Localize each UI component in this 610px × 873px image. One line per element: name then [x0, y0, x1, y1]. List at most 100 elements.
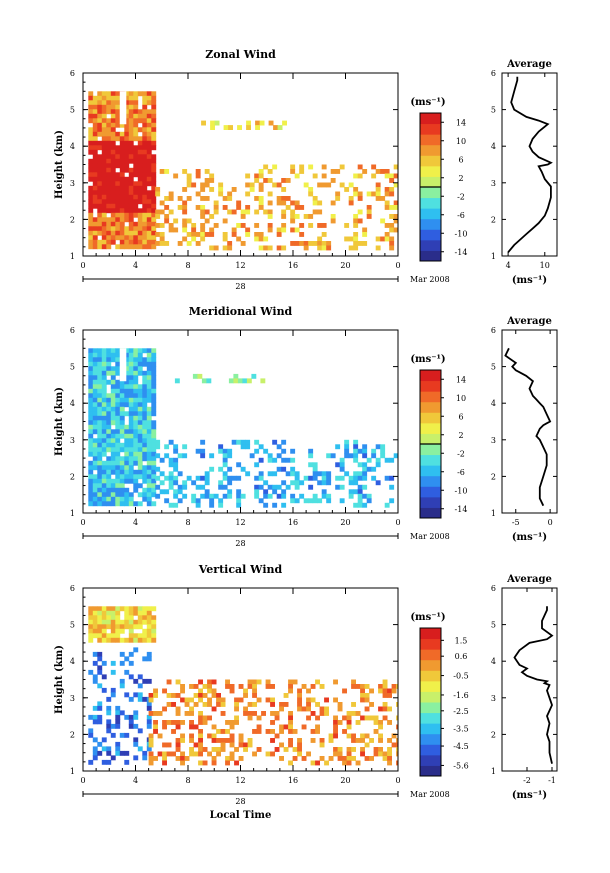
heatmap-cell [101, 460, 107, 466]
heatmap-cell [124, 474, 130, 480]
heatmap-cell [229, 688, 235, 694]
heatmap-cell [101, 615, 107, 621]
heatmap-cell [133, 226, 139, 232]
heatmap-cell [375, 444, 381, 450]
heatmap-cells [88, 606, 398, 766]
heatmap-cell [177, 484, 183, 490]
heatmap-cell [222, 475, 228, 481]
heatmap-cell [371, 475, 377, 481]
heatmap-cell [240, 214, 246, 219]
heatmap-cell [119, 424, 125, 430]
heatmap-cell [288, 724, 293, 730]
heatmap-cell [92, 370, 98, 376]
heatmap-cell [115, 113, 121, 119]
heatmap-cell [133, 714, 139, 720]
heatmap-cell [159, 232, 165, 237]
heatmap-cell [168, 223, 174, 228]
heatmap-cell [276, 245, 282, 251]
heatmap-cell [218, 444, 224, 450]
heatmap-cell [294, 480, 300, 486]
heatmap-cell [151, 348, 157, 354]
heatmap-cell [101, 185, 107, 191]
heatmap-cell [200, 453, 206, 459]
heatmap-cell [151, 478, 157, 484]
heatmap-cell [375, 480, 381, 486]
heatmap-cell [128, 674, 134, 680]
heatmap-cell [92, 451, 98, 457]
heatmap-cell [88, 221, 94, 227]
heatmap-cell [128, 167, 134, 173]
y-tick-label: 4 [70, 142, 75, 151]
heatmap-cell [92, 95, 98, 101]
heatmap-cell [101, 487, 107, 493]
heatmap-cell [267, 191, 273, 197]
heatmap-cell [115, 109, 121, 115]
heatmap-cell [88, 208, 94, 214]
heatmap-cell [353, 471, 359, 477]
heatmap-cell [97, 217, 103, 223]
heatmap-cell [245, 444, 251, 450]
heatmap-cell [110, 131, 116, 137]
heatmap-cell [110, 140, 116, 146]
heatmap-cell [281, 466, 287, 472]
heatmap-cell [258, 187, 264, 192]
heatmap-cell [137, 361, 143, 367]
heatmap-cell [225, 729, 230, 734]
heatmap-cell [115, 465, 121, 471]
heatmap-cell [106, 429, 112, 435]
heatmap-cell [101, 393, 107, 399]
heatmap-cell [173, 489, 179, 495]
heatmap-cell [115, 158, 121, 164]
colorbar-swatch [420, 155, 441, 167]
heatmap-cell [128, 451, 134, 457]
heatmap-cell [124, 451, 130, 457]
heatmap-cell [151, 221, 157, 227]
heatmap-cell [146, 442, 152, 448]
heatmap-cell [124, 424, 130, 430]
heatmap-cell [119, 628, 125, 634]
heatmap-cell [182, 209, 188, 215]
heatmap-cell [200, 475, 206, 481]
heatmap-cell [146, 606, 152, 612]
heatmap-cell [171, 720, 176, 725]
heatmap-cell [231, 475, 237, 481]
heatmap-cell [124, 357, 130, 363]
heatmap-cell [344, 223, 350, 228]
heatmap-cell [88, 244, 94, 250]
heatmap-cell [148, 693, 154, 698]
heatmap-cell [133, 95, 139, 101]
heatmap-cell [128, 176, 134, 182]
heatmap-cell [326, 498, 332, 504]
heatmap-cell [101, 660, 107, 666]
heatmap-cell [168, 196, 174, 201]
heatmap-cell [137, 149, 143, 155]
heatmap-cell [106, 619, 112, 625]
heatmap-cell [182, 236, 188, 242]
heatmap-cell [146, 465, 152, 471]
heatmap-cell [137, 619, 143, 625]
heatmap-cell [92, 478, 98, 484]
heatmap-cell [211, 733, 217, 739]
heatmap-cell [227, 448, 233, 454]
heatmap-cell [180, 756, 185, 761]
heatmap-cell [324, 706, 329, 712]
heatmap-cell [209, 187, 215, 192]
heatmap-cell [124, 619, 130, 625]
heatmap-cell [276, 466, 282, 472]
heatmap-cell [146, 208, 152, 214]
heatmap-cell [189, 724, 194, 730]
heatmap-cell [97, 212, 103, 218]
heatmap-cell [319, 684, 325, 689]
colorbar-tick-label: 14 [456, 118, 466, 127]
heatmap-cell [155, 466, 161, 472]
heatmap-cell [101, 95, 107, 101]
heatmap-cell [330, 200, 336, 206]
heatmap-cell [115, 384, 121, 390]
heatmap-cell [128, 348, 134, 354]
heatmap-cell [110, 619, 116, 625]
heatmap-cell [151, 154, 157, 160]
heatmap-cell [142, 487, 148, 493]
heatmap-cell [151, 411, 157, 417]
heatmap-cell [88, 104, 94, 110]
